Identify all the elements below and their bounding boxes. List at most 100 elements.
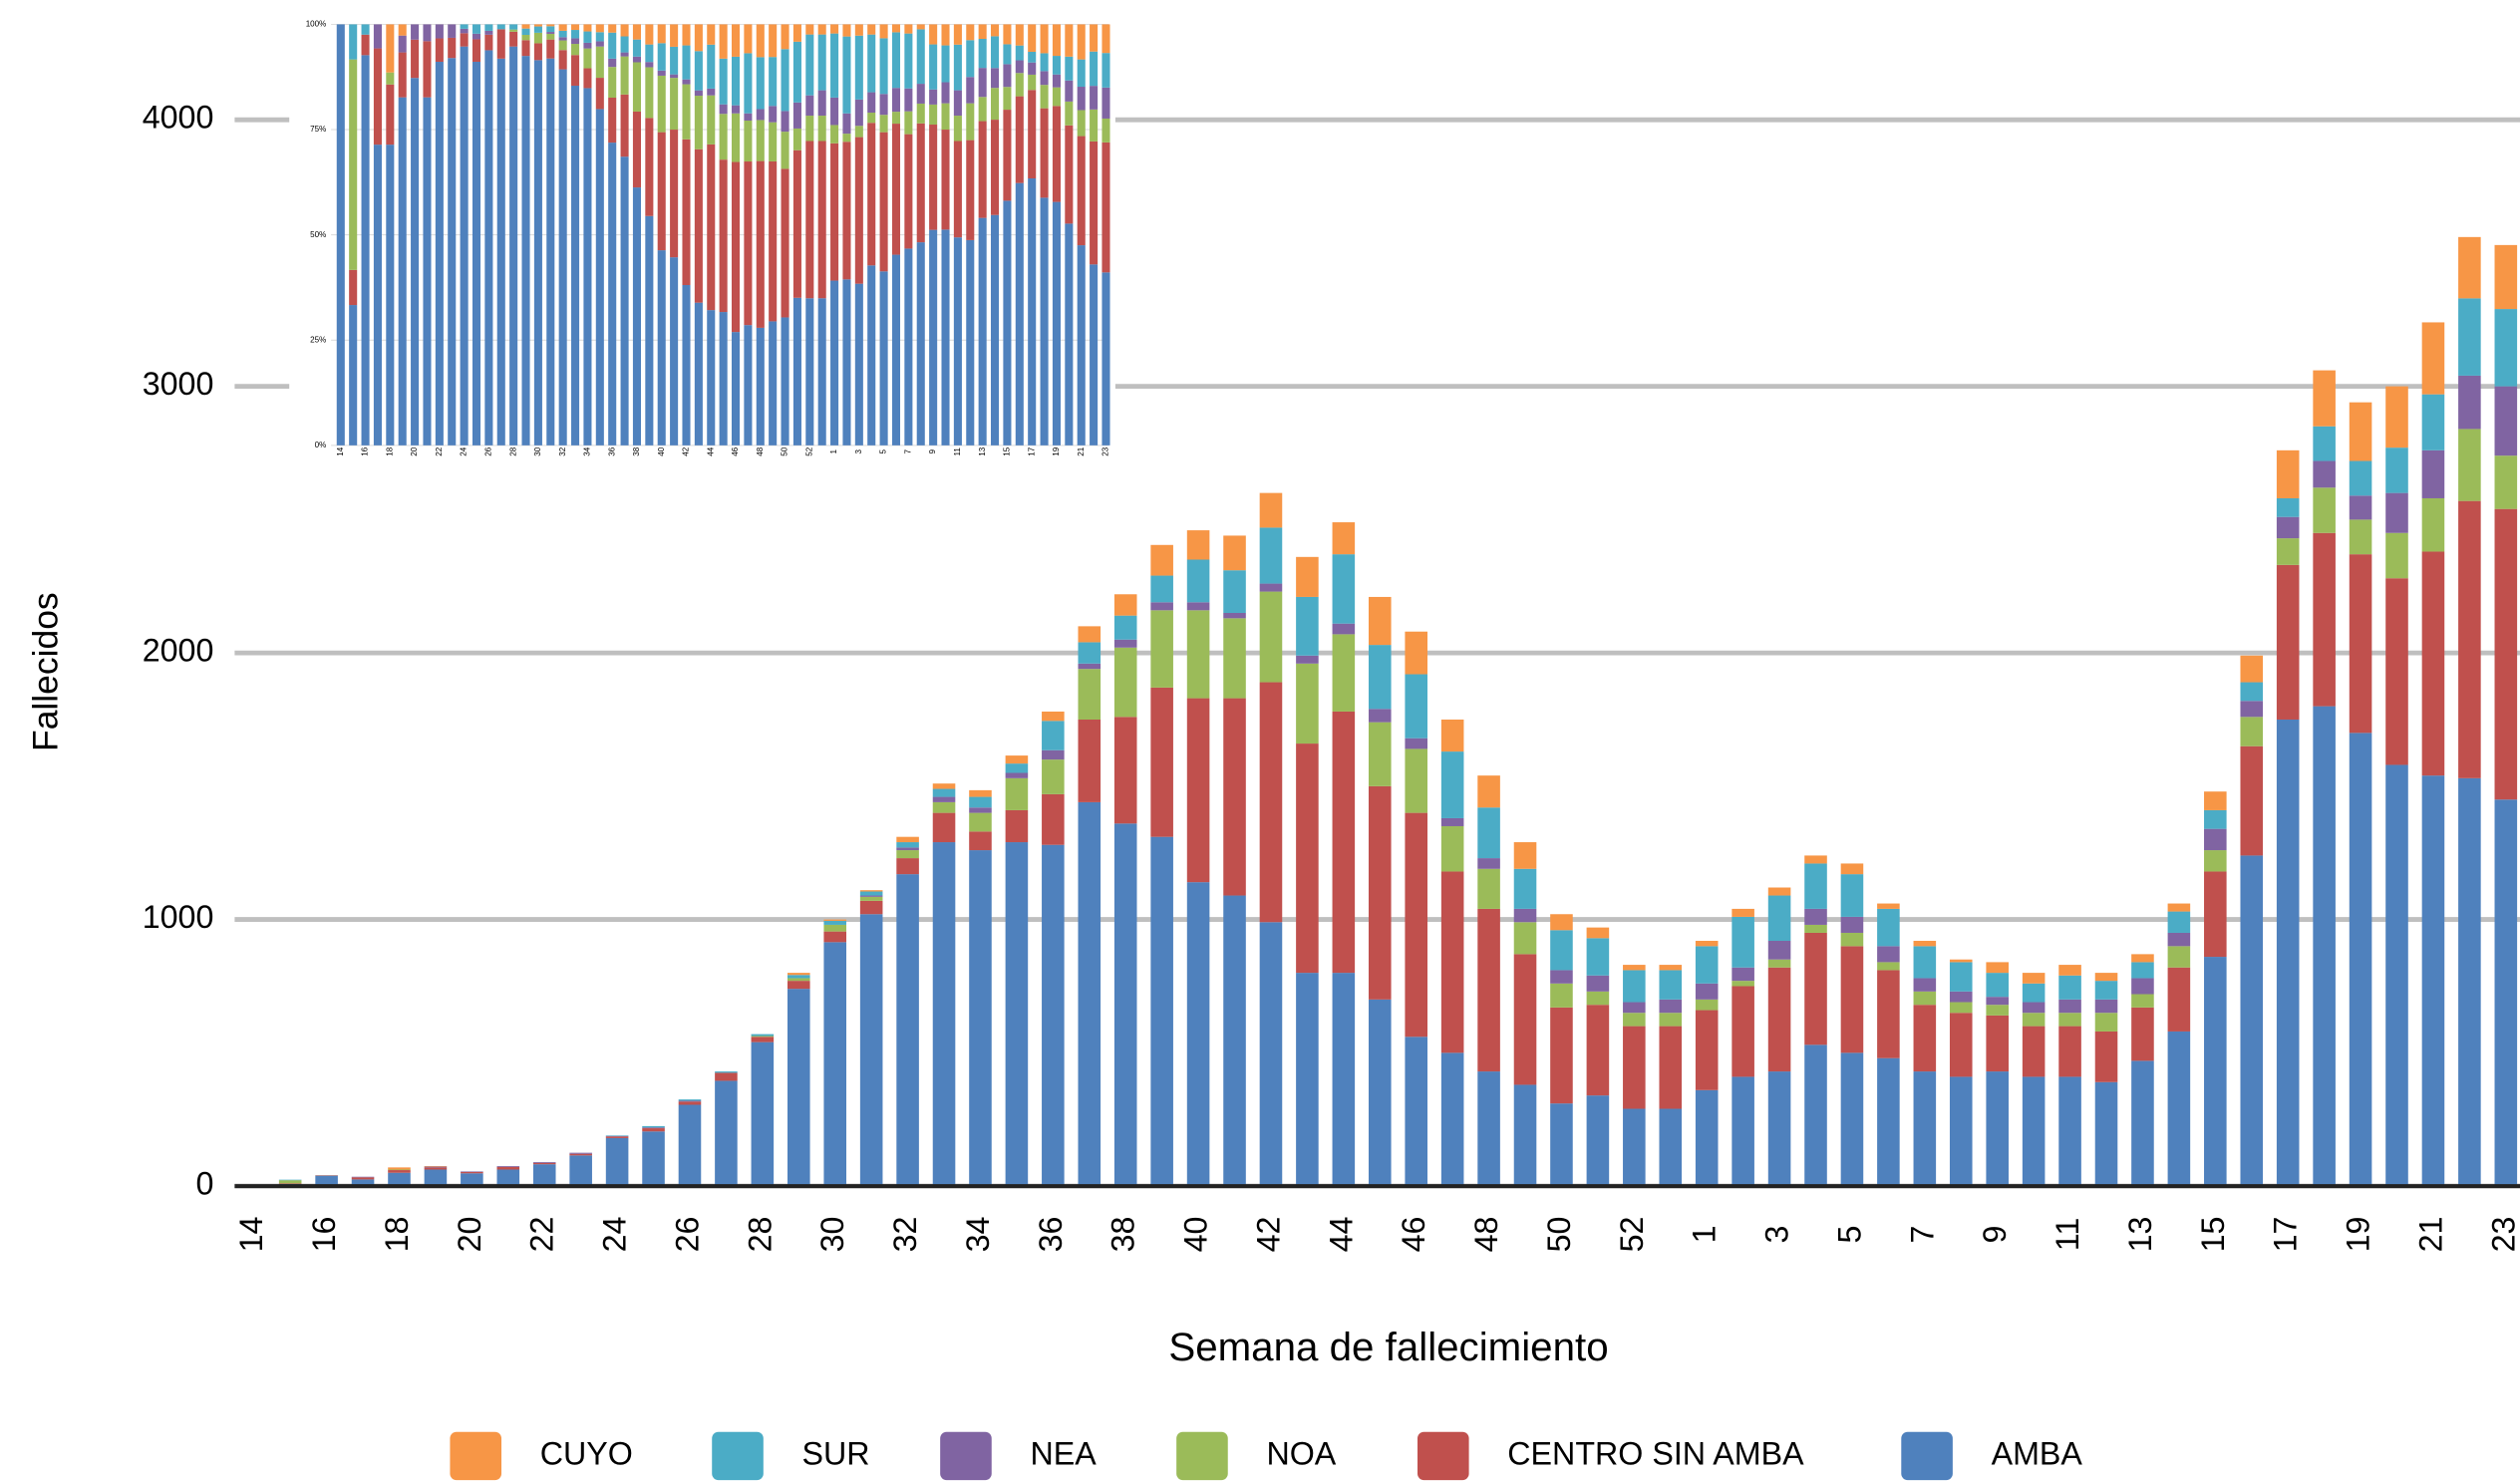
bar-segment (805, 34, 814, 96)
bar-segment (744, 113, 753, 121)
bar-segment (1052, 74, 1061, 88)
bar-segment (1040, 85, 1049, 109)
bar-segment (2131, 994, 2154, 1008)
bar-segment (583, 24, 592, 32)
bar-segment (1332, 634, 1356, 712)
bar-segment (351, 1176, 375, 1178)
bar-segment (805, 298, 814, 445)
bar-segment (1065, 24, 1074, 57)
bar-segment (2385, 532, 2408, 579)
bar-segment (1015, 24, 1024, 46)
bar-segment (830, 143, 839, 281)
bar-segment (1003, 44, 1012, 65)
bar-segment (571, 24, 580, 31)
bar-segment (361, 55, 370, 445)
bar-segment (817, 116, 826, 142)
bar-segment (1623, 1108, 1646, 1187)
x-tick-label: 17 (1027, 446, 1036, 455)
bar-segment (792, 297, 801, 445)
bar-segment (484, 30, 493, 35)
bar-segment (879, 24, 888, 39)
legend-label: NOA (1266, 1435, 1336, 1471)
bar-segment (2458, 236, 2481, 299)
x-tick-label: 24 (460, 446, 469, 455)
bar-segment (842, 113, 851, 135)
bar-segment (1296, 663, 1319, 744)
bar-segment (1767, 941, 1791, 960)
bar-segment (558, 40, 567, 51)
bar-segment (670, 46, 679, 75)
bar-segment (1440, 825, 1464, 872)
bar-segment (1877, 908, 1900, 947)
bar-segment (532, 1162, 556, 1165)
bar-segment (1042, 749, 1065, 760)
bar-segment (896, 842, 919, 848)
x-tick-label: 1 (1687, 1225, 1723, 1243)
bar-segment (1659, 965, 1683, 971)
bar-segment (1949, 1013, 1973, 1077)
bar-segment (823, 920, 847, 925)
bar-segment (842, 36, 851, 114)
bar-segment (496, 24, 505, 30)
bar-segment (509, 31, 518, 47)
bar-segment (756, 327, 765, 445)
y-tick-label: 25% (310, 335, 326, 344)
bar-segment (896, 874, 919, 1187)
bar-segment (1767, 887, 1791, 896)
bar-segment (1877, 903, 1900, 909)
bar-segment (435, 24, 444, 39)
bar-segment (645, 215, 654, 445)
bar-segment (1477, 868, 1500, 909)
x-tick-label: 32 (558, 446, 567, 455)
bar-segment (278, 1179, 302, 1181)
bar-segment (605, 1137, 629, 1187)
bar-segment (1259, 492, 1283, 528)
bar-segment (533, 43, 542, 61)
x-tick-label: 21 (2412, 1217, 2448, 1253)
bar-segment (969, 812, 992, 832)
bar-segment (1003, 24, 1012, 45)
x-tick-label: 44 (706, 446, 715, 455)
bar-segment (1877, 1057, 1900, 1187)
bar-segment (1840, 863, 1864, 875)
bar-segment (670, 24, 679, 47)
bar-segment (859, 914, 883, 1187)
bar-segment (682, 285, 691, 445)
bar-segment (1028, 178, 1037, 445)
bar-segment (891, 112, 901, 125)
bar-segment (533, 26, 542, 33)
bar-segment (484, 34, 493, 51)
bar-segment (461, 1173, 483, 1187)
bar-segment (1695, 999, 1719, 1011)
bar-segment (1986, 1015, 2009, 1072)
bar-segment (966, 40, 975, 78)
bar-segment (2240, 855, 2264, 1187)
bar-segment (2421, 449, 2445, 498)
x-tick-label: 34 (583, 446, 592, 455)
bar-segment (2058, 1076, 2081, 1187)
bar-segment (496, 1166, 520, 1167)
bar-segment (953, 90, 962, 117)
bar-segment (966, 77, 975, 104)
bar-segment (1477, 775, 1500, 808)
bar-segment (645, 24, 654, 45)
bar-segment (781, 168, 789, 318)
bar-segment (2421, 394, 2445, 450)
bar-segment (854, 24, 863, 36)
bar-segment (1223, 535, 1246, 571)
bar-segment (532, 1162, 556, 1163)
bar-segment (916, 242, 925, 445)
bar-segment (1090, 264, 1099, 445)
bar-segment (620, 56, 629, 95)
bar-segment (694, 302, 703, 445)
bar-segment (904, 24, 913, 34)
x-tick-label: 23 (2485, 1217, 2520, 1253)
bar-segment (1296, 655, 1319, 664)
bar-segment (2022, 1026, 2046, 1077)
bar-segment (595, 46, 604, 79)
bar-segment (896, 847, 919, 851)
bar-segment (1986, 997, 2009, 1006)
bar-segment (558, 69, 567, 445)
bar-segment (978, 68, 987, 98)
